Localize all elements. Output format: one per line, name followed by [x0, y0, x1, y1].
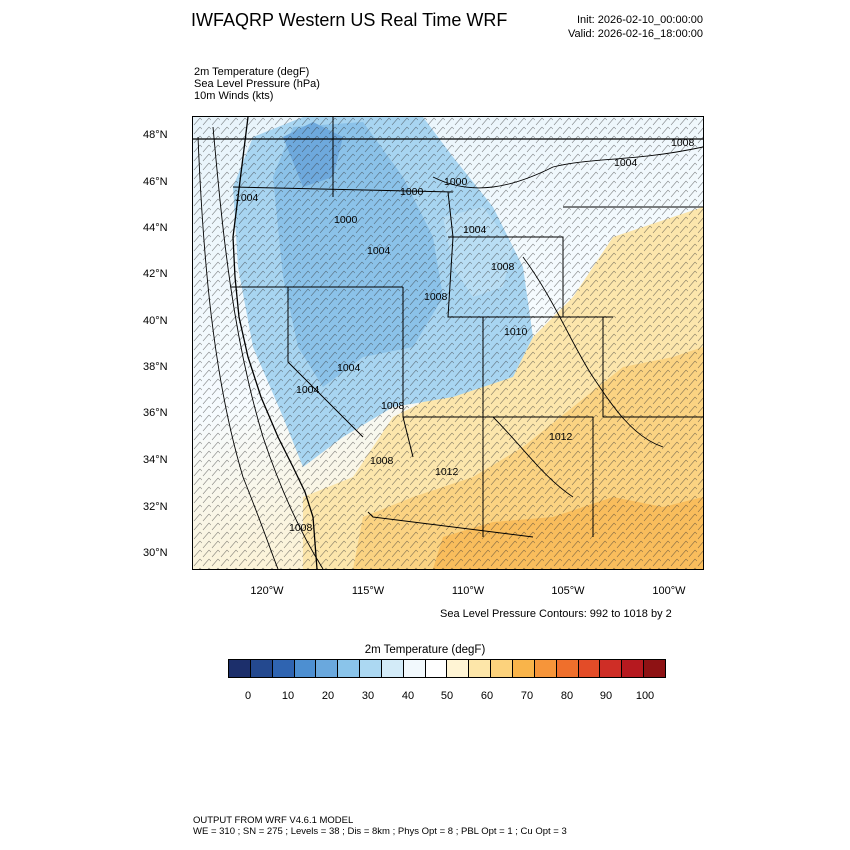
chart-title: IWFAQRP Western US Real Time WRF: [191, 10, 508, 30]
lat-label: 32°N: [143, 501, 168, 513]
lat-label: 38°N: [143, 361, 168, 373]
contour-label: 1004: [463, 224, 487, 236]
lat-label: 46°N: [143, 176, 168, 188]
colorbar-tick: 20: [321, 690, 335, 702]
lat-label: 40°N: [143, 315, 168, 327]
lat-label: 36°N: [143, 407, 168, 419]
colorbar-segment: [447, 660, 470, 677]
lat-label: 44°N: [143, 222, 168, 234]
contour-label: 1012: [549, 431, 573, 443]
variable-list: 2m Temperature (degF) Sea Level Pressure…: [194, 66, 320, 102]
contour-label: 1004: [235, 192, 259, 204]
contour-label: 1000: [334, 214, 358, 226]
colorbar-segment: [403, 660, 426, 677]
colorbar-tick: 40: [401, 690, 415, 702]
coastline: [232, 117, 318, 569]
contour-label: 1008: [671, 137, 695, 149]
contour-label: 1000: [444, 176, 468, 188]
run-times: Init: 2026-02-10_00:00:00 Valid: 2026-02…: [520, 13, 703, 41]
contour-label: 1008: [491, 261, 515, 273]
colorbar-tick: 60: [480, 690, 494, 702]
colorbar-segment: [556, 660, 579, 677]
variable-winds: 10m Winds (kts): [194, 90, 274, 102]
state-borders: [231, 117, 703, 538]
variable-slp: Sea Level Pressure (hPa): [194, 78, 320, 90]
colorbar-segment: [250, 660, 273, 677]
colorbar-segment: [316, 660, 339, 677]
colorbar-segment: [578, 660, 601, 677]
footer-config-line: WE = 310 ; SN = 275 ; Levels = 38 ; Dis …: [193, 826, 567, 837]
map-panel: 1008 1004 1000 1000 1004 1000 1004 1004 …: [192, 116, 704, 570]
colorbar-segment: [469, 660, 492, 677]
colorbar-tick: 0: [244, 690, 252, 702]
lat-label: 30°N: [143, 547, 168, 559]
contour-label: 1008: [289, 522, 313, 534]
contour-label: 1008: [424, 291, 448, 303]
contour-label: 1010: [504, 326, 528, 338]
init-time: Init: 2026-02-10_00:00:00: [577, 14, 703, 26]
colorbar-segment: [644, 660, 665, 677]
lon-label: 100°W: [652, 585, 686, 597]
colorbar-tick: 100: [635, 690, 655, 702]
contour-label: 1004: [296, 384, 320, 396]
lon-label: 110°W: [451, 585, 485, 597]
lat-label: 42°N: [143, 268, 168, 280]
temperature-map: 1008 1004 1000 1000 1004 1000 1004 1004 …: [193, 117, 703, 569]
colorbar-segment: [425, 660, 448, 677]
pressure-contours: [197, 126, 703, 569]
colorbar-tick: 10: [281, 690, 295, 702]
colorbar-segment: [600, 660, 623, 677]
colorbar-segment: [338, 660, 361, 677]
colorbar-segment: [381, 660, 404, 677]
footer-model-line: OUTPUT FROM WRF V4.6.1 MODEL: [193, 815, 354, 826]
variable-temperature: 2m Temperature (degF): [194, 66, 310, 78]
colorbar: [228, 659, 666, 678]
colorbar-tick: 70: [520, 690, 534, 702]
colorbar-segment: [360, 660, 382, 677]
valid-time: Valid: 2026-02-16_18:00:00: [568, 28, 703, 40]
contour-label: 1004: [367, 245, 391, 257]
colorbar-tick: 90: [599, 690, 613, 702]
colorbar-tick: 30: [361, 690, 375, 702]
colorbar-segment: [491, 660, 513, 677]
lat-label: 48°N: [143, 129, 168, 141]
contour-label: 1012: [435, 466, 459, 478]
colorbar-segment: [294, 660, 317, 677]
lon-label: 120°W: [250, 585, 284, 597]
colorbar-title: 2m Temperature (degF): [364, 644, 486, 656]
colorbar-segment: [229, 660, 251, 677]
contour-label: 1004: [614, 157, 638, 169]
lat-label: 34°N: [143, 454, 168, 466]
contour-label: 1004: [337, 362, 361, 374]
colorbar-segment: [272, 660, 295, 677]
lon-label: 115°W: [351, 585, 385, 597]
contour-label: 1008: [370, 455, 394, 467]
contour-label: 1008: [381, 400, 405, 412]
contour-label: 1000: [400, 186, 424, 198]
contour-note: Sea Level Pressure Contours: 992 to 1018…: [440, 608, 672, 620]
colorbar-segment: [534, 660, 557, 677]
colorbar-tick: 80: [560, 690, 574, 702]
colorbar-segment: [512, 660, 535, 677]
model-footer: OUTPUT FROM WRF V4.6.1 MODEL WE = 310 ; …: [193, 815, 567, 837]
colorbar-segment: [622, 660, 645, 677]
contour-labels: 1008 1004 1000 1000 1004 1000 1004 1004 …: [235, 137, 695, 534]
lon-label: 105°W: [551, 585, 585, 597]
colorbar-tick: 50: [440, 690, 454, 702]
